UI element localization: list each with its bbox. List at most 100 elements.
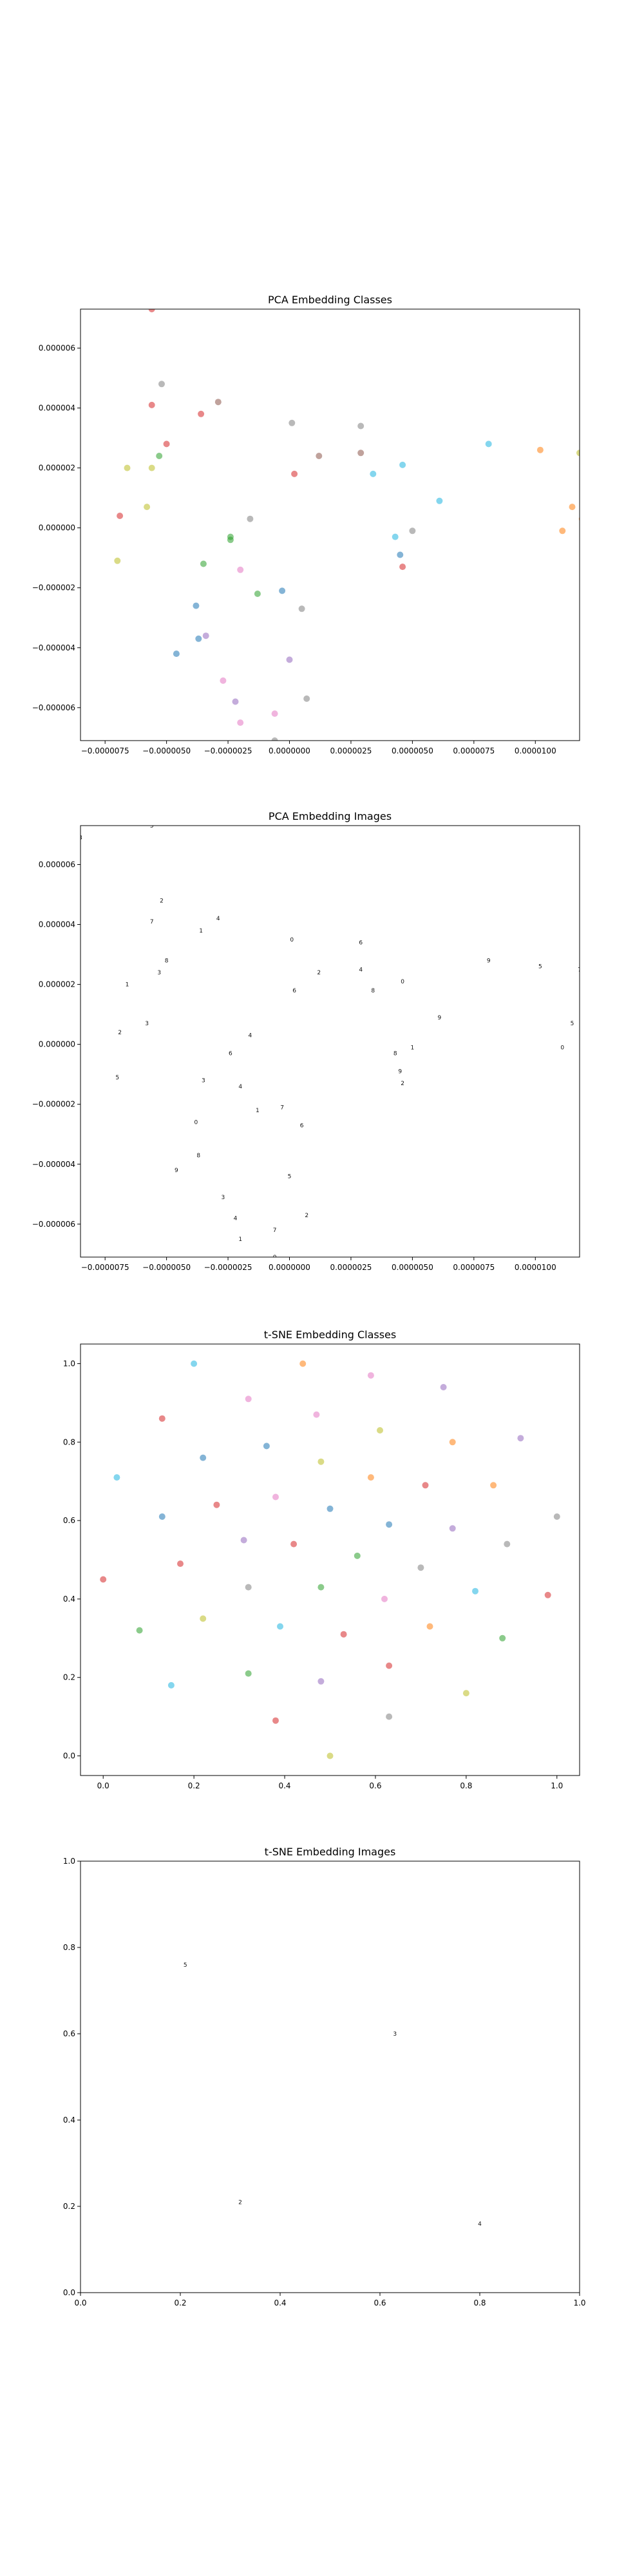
y-tick-label: −0.000004: [32, 1160, 75, 1169]
data-point: [247, 515, 254, 522]
image-thumbnail: 7: [273, 1227, 277, 1234]
data-point: [156, 453, 163, 459]
image-thumbnail: 5: [571, 1021, 574, 1027]
y-tick-label: 0.8: [63, 1943, 75, 1952]
data-point: [148, 309, 155, 312]
data-point: [569, 504, 576, 511]
data-point: [317, 1458, 325, 1465]
data-point: [245, 1396, 252, 1403]
data-point: [436, 497, 443, 504]
chart-title: PCA Embedding Images: [269, 810, 392, 822]
x-tick-label: 1.0: [573, 2298, 585, 2307]
x-tick-label: 0.0: [97, 1781, 109, 1790]
data-point: [397, 551, 404, 558]
image-thumbnail: 9: [438, 1015, 442, 1021]
data-point: [191, 1360, 198, 1367]
x-tick-label: −0.0000050: [142, 1263, 191, 1272]
x-tick-label: −0.0000025: [204, 746, 252, 755]
image-thumbnail: 4: [238, 1084, 242, 1090]
y-tick-label: −0.000006: [32, 703, 75, 712]
data-point: [214, 399, 222, 406]
data-point: [327, 1752, 334, 1759]
image-thumbnail: 1: [199, 928, 203, 934]
data-point: [158, 381, 165, 388]
data-point: [213, 1501, 220, 1508]
data-point: [289, 419, 296, 426]
x-tick-label: −0.0000075: [81, 746, 129, 755]
data-point: [327, 1505, 334, 1512]
data-point: [517, 1435, 524, 1442]
image-thumbnail: 2: [118, 1030, 122, 1036]
data-point: [370, 470, 377, 477]
image-thumbnail: 7: [580, 1033, 584, 1039]
data-point: [271, 737, 278, 741]
image-thumbnail: 6: [229, 1051, 232, 1057]
data-point: [367, 1474, 374, 1481]
image-thumbnail: 2: [238, 2199, 242, 2206]
x-tick-label: 0.0000075: [453, 746, 495, 755]
data-point: [357, 422, 365, 430]
data-point: [148, 464, 155, 471]
x-tick-label: 0.6: [374, 2298, 386, 2307]
data-point: [449, 1525, 456, 1532]
data-point: [386, 1662, 393, 1669]
x-tick-label: −0.0000075: [81, 1263, 129, 1272]
image-thumbnail: 5: [538, 964, 542, 971]
data-point: [158, 1415, 166, 1422]
x-tick-label: 0.0000025: [330, 1263, 372, 1272]
x-tick-label: 0.4: [278, 1781, 290, 1790]
y-tick-label: 0.000002: [39, 980, 75, 989]
data-point: [237, 719, 244, 726]
image-thumbnail: 9: [398, 1069, 402, 1075]
image-thumbnail: 5: [115, 1075, 119, 1081]
x-tick-label: 0.0000025: [330, 746, 372, 755]
y-tick-label: 0.000000: [39, 1040, 75, 1049]
data-point: [173, 650, 180, 658]
points-layer: [114, 309, 580, 741]
data-point: [290, 1540, 298, 1548]
data-point: [124, 464, 131, 471]
image-thumbnail: 5: [150, 823, 154, 829]
data-point: [148, 401, 155, 408]
chart-title: PCA Embedding Classes: [268, 294, 392, 306]
chart-panel-1: PCA Embedding Classes −0.0000075 −0.000005…: [32, 294, 580, 755]
data-point: [490, 1482, 497, 1489]
x-tick-label: 0.4: [274, 2298, 286, 2307]
data-point: [114, 557, 121, 564]
image-thumbnail: 1: [411, 1045, 415, 1051]
data-point: [559, 527, 566, 535]
data-point: [167, 1681, 175, 1689]
y-tick-label: 0.000000: [39, 524, 75, 533]
image-thumbnail: 1: [126, 982, 129, 989]
data-point: [377, 1427, 383, 1434]
data-point: [113, 1474, 120, 1481]
image-thumbnail: 1: [256, 1108, 260, 1114]
y-tick-label: 0.000004: [39, 920, 75, 929]
y-tick-label: −0.000004: [32, 643, 75, 652]
data-point: [291, 470, 298, 477]
data-point: [313, 1411, 320, 1418]
data-point: [240, 1537, 247, 1544]
data-point: [227, 536, 234, 544]
image-thumbnail: 0: [194, 1120, 198, 1126]
x-tick-label: 0.0000075: [453, 1263, 495, 1272]
y-tick-label: 0.000002: [39, 464, 75, 473]
image-thumbnail: 7: [280, 1104, 284, 1111]
data-point: [245, 1670, 252, 1677]
axes-frame: [80, 825, 580, 1258]
image-thumbnail: 2: [160, 898, 164, 904]
y-tick-label: −0.000002: [32, 1100, 75, 1109]
image-thumbnail: 5: [288, 1173, 292, 1180]
data-point: [367, 1372, 374, 1379]
image-thumbnail: 2: [305, 1213, 308, 1219]
data-point: [163, 440, 170, 448]
x-tick-label: 0.6: [369, 1781, 381, 1790]
data-point: [117, 513, 124, 519]
image-thumbnail: 0: [290, 937, 294, 943]
data-point: [100, 1576, 107, 1583]
image-thumbnail: 0: [401, 979, 404, 985]
x-tick-label: 0.8: [473, 2298, 486, 2307]
data-point: [193, 602, 200, 609]
data-point: [399, 564, 406, 571]
